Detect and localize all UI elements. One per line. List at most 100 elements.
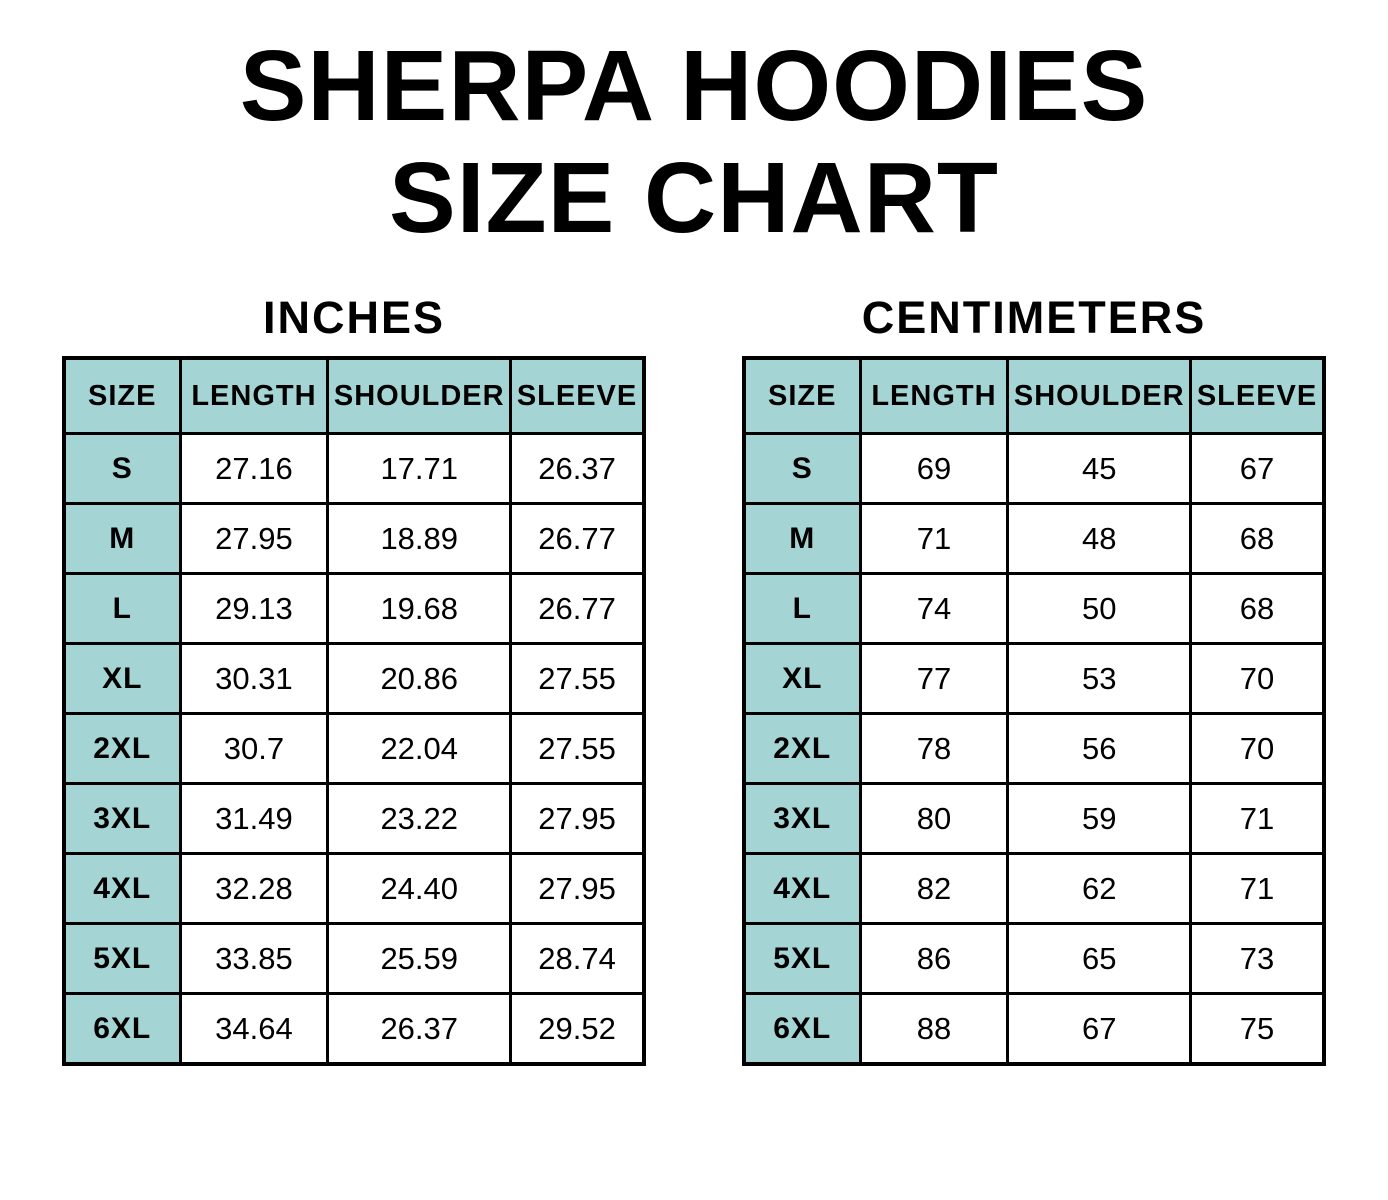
value-cell: 53 bbox=[1006, 642, 1193, 715]
table-row: 5XL 86 65 73 bbox=[742, 922, 1326, 995]
value-cell: 65 bbox=[1006, 922, 1193, 995]
value-cell: 26.77 bbox=[509, 572, 646, 645]
size-cell: XL bbox=[742, 642, 862, 715]
table-row: 4XL 82 62 71 bbox=[742, 852, 1326, 925]
column-header-sleeve: SLEEVE bbox=[1189, 356, 1326, 435]
value-cell: 70 bbox=[1189, 642, 1326, 715]
value-cell: 78 bbox=[858, 712, 1010, 785]
centimeters-table-body: S 69 45 67 M 71 48 68 L 74 50 68 XL 77 53 70 2XL 78 56 70 3X… bbox=[742, 432, 1326, 1066]
size-cell: 4XL bbox=[62, 852, 182, 925]
value-cell: 33.85 bbox=[178, 922, 330, 995]
table-row: S 27.16 17.71 26.37 bbox=[62, 432, 646, 505]
table-row: 4XL 32.28 24.40 27.95 bbox=[62, 852, 646, 925]
value-cell: 62 bbox=[1006, 852, 1193, 925]
inches-table: SIZE LENGTH SHOULDER SLEEVE S 27.16 17.71 2… bbox=[62, 356, 646, 1066]
value-cell: 19.68 bbox=[326, 572, 513, 645]
value-cell: 71 bbox=[858, 502, 1010, 575]
value-cell: 27.95 bbox=[178, 502, 330, 575]
page-title: SHERPA HOODIES SIZE CHART bbox=[62, 30, 1326, 254]
size-cell: 6XL bbox=[742, 992, 862, 1066]
value-cell: 75 bbox=[1189, 992, 1326, 1066]
table-row: M 71 48 68 bbox=[742, 502, 1326, 575]
value-cell: 32.28 bbox=[178, 852, 330, 925]
value-cell: 34.64 bbox=[178, 992, 330, 1066]
value-cell: 69 bbox=[858, 432, 1010, 505]
table-row: M 27.95 18.89 26.77 bbox=[62, 502, 646, 575]
table-row: S 69 45 67 bbox=[742, 432, 1326, 505]
header-row: SIZE LENGTH SHOULDER SLEEVE bbox=[742, 356, 1326, 435]
title-line-1: SHERPA HOODIES bbox=[239, 30, 1149, 142]
column-header-length: LENGTH bbox=[178, 356, 330, 435]
value-cell: 67 bbox=[1006, 992, 1193, 1066]
value-cell: 71 bbox=[1189, 852, 1326, 925]
size-cell: S bbox=[742, 432, 862, 505]
value-cell: 26.37 bbox=[509, 432, 646, 505]
value-cell: 25.59 bbox=[326, 922, 513, 995]
size-cell: 6XL bbox=[62, 992, 182, 1066]
size-cell: 2XL bbox=[742, 712, 862, 785]
table-row: 3XL 31.49 23.22 27.95 bbox=[62, 782, 646, 855]
size-cell: 3XL bbox=[62, 782, 182, 855]
table-row: 5XL 33.85 25.59 28.74 bbox=[62, 922, 646, 995]
value-cell: 24.40 bbox=[326, 852, 513, 925]
size-cell: 4XL bbox=[742, 852, 862, 925]
size-cell: XL bbox=[62, 642, 182, 715]
column-header-sleeve: SLEEVE bbox=[509, 356, 646, 435]
inches-section: INCHES SIZE LENGTH SHOULDER SLEEVE S 27.1… bbox=[62, 292, 646, 1066]
value-cell: 56 bbox=[1006, 712, 1193, 785]
value-cell: 50 bbox=[1006, 572, 1193, 645]
value-cell: 68 bbox=[1189, 572, 1326, 645]
value-cell: 22.04 bbox=[326, 712, 513, 785]
size-cell: 5XL bbox=[742, 922, 862, 995]
value-cell: 29.52 bbox=[509, 992, 646, 1066]
centimeters-section: CENTIMETERS SIZE LENGTH SHOULDER SLEEVE … bbox=[742, 292, 1326, 1066]
size-cell: 3XL bbox=[742, 782, 862, 855]
size-cell: M bbox=[742, 502, 862, 575]
value-cell: 45 bbox=[1006, 432, 1193, 505]
value-cell: 74 bbox=[858, 572, 1010, 645]
value-cell: 48 bbox=[1006, 502, 1193, 575]
value-cell: 28.74 bbox=[509, 922, 646, 995]
size-cell: S bbox=[62, 432, 182, 505]
column-header-shoulder: SHOULDER bbox=[1006, 356, 1193, 435]
size-cell: L bbox=[62, 572, 182, 645]
value-cell: 27.55 bbox=[509, 712, 646, 785]
column-header-size: SIZE bbox=[62, 356, 182, 435]
value-cell: 27.55 bbox=[509, 642, 646, 715]
value-cell: 20.86 bbox=[326, 642, 513, 715]
value-cell: 23.22 bbox=[326, 782, 513, 855]
value-cell: 80 bbox=[858, 782, 1010, 855]
value-cell: 26.77 bbox=[509, 502, 646, 575]
table-row: XL 30.31 20.86 27.55 bbox=[62, 642, 646, 715]
centimeters-table: SIZE LENGTH SHOULDER SLEEVE S 69 45 67 M 71 48… bbox=[742, 356, 1326, 1066]
table-row: L 29.13 19.68 26.77 bbox=[62, 572, 646, 645]
inches-heading: INCHES bbox=[262, 292, 446, 343]
value-cell: 70 bbox=[1189, 712, 1326, 785]
value-cell: 68 bbox=[1189, 502, 1326, 575]
value-cell: 71 bbox=[1189, 782, 1326, 855]
value-cell: 67 bbox=[1189, 432, 1326, 505]
size-cell: L bbox=[742, 572, 862, 645]
value-cell: 30.31 bbox=[178, 642, 330, 715]
value-cell: 59 bbox=[1006, 782, 1193, 855]
table-row: XL 77 53 70 bbox=[742, 642, 1326, 715]
value-cell: 82 bbox=[858, 852, 1010, 925]
value-cell: 77 bbox=[858, 642, 1010, 715]
value-cell: 30.7 bbox=[178, 712, 330, 785]
column-header-size: SIZE bbox=[742, 356, 862, 435]
value-cell: 26.37 bbox=[326, 992, 513, 1066]
column-header-length: LENGTH bbox=[858, 356, 1010, 435]
value-cell: 27.16 bbox=[178, 432, 330, 505]
value-cell: 27.95 bbox=[509, 852, 646, 925]
table-row: 6XL 88 67 75 bbox=[742, 992, 1326, 1066]
value-cell: 27.95 bbox=[509, 782, 646, 855]
table-row: 2XL 78 56 70 bbox=[742, 712, 1326, 785]
column-header-shoulder: SHOULDER bbox=[326, 356, 513, 435]
inches-table-body: S 27.16 17.71 26.37 M 27.95 18.89 26.77 L 29.13 19… bbox=[62, 432, 646, 1066]
table-row: L 74 50 68 bbox=[742, 572, 1326, 645]
value-cell: 88 bbox=[858, 992, 1010, 1066]
value-cell: 86 bbox=[858, 922, 1010, 995]
table-row: 6XL 34.64 26.37 29.52 bbox=[62, 992, 646, 1066]
table-row: 2XL 30.7 22.04 27.55 bbox=[62, 712, 646, 785]
centimeters-heading: CENTIMETERS bbox=[861, 292, 1207, 343]
